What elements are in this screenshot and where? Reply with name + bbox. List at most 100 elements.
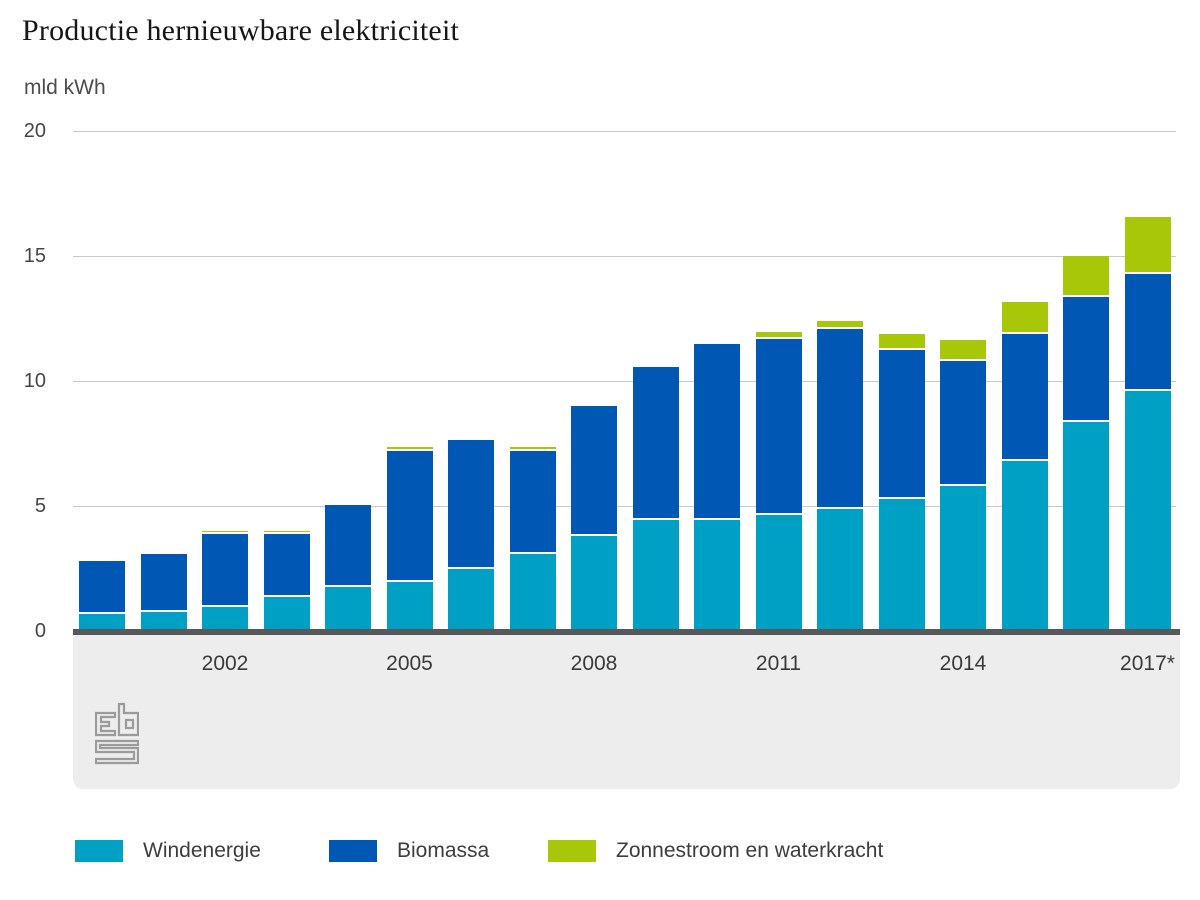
x-axis-footer-band bbox=[73, 633, 1180, 789]
gridline-10 bbox=[73, 381, 1176, 382]
bar-2012 bbox=[817, 321, 863, 631]
x-axis-tick-label-2002: 2002 bbox=[201, 652, 249, 675]
cbs-logo-c bbox=[95, 711, 117, 737]
y-axis-tick-label: 10 bbox=[23, 370, 46, 392]
bar-2017 bbox=[1124, 217, 1171, 632]
bar-segment-zonnestroom-en-waterkracht bbox=[817, 321, 863, 329]
bar-segment-biomassa bbox=[1124, 273, 1171, 392]
y-axis-unit-label: mld kWh bbox=[24, 76, 106, 99]
bar-segment-windenergie bbox=[817, 508, 863, 631]
bar-segment-zonnestroom-en-waterkracht bbox=[571, 403, 617, 406]
bar-2010 bbox=[694, 343, 740, 631]
bar-segment-zonnestroom-en-waterkracht bbox=[878, 333, 925, 350]
bar-segment-windenergie bbox=[878, 498, 925, 631]
bar-segment-windenergie bbox=[940, 486, 986, 632]
bar-segment-windenergie bbox=[509, 553, 556, 632]
bar-segment-biomassa bbox=[386, 451, 433, 583]
bar-segment-biomassa bbox=[632, 367, 679, 520]
bar-2013 bbox=[878, 333, 925, 631]
cbs-logo-b bbox=[117, 702, 139, 737]
y-axis-tick-label: 5 bbox=[34, 495, 46, 517]
bar-2016 bbox=[1063, 256, 1109, 631]
bar-segment-windenergie bbox=[263, 597, 310, 631]
bar-segment-biomassa bbox=[325, 504, 371, 588]
bar-segment-zonnestroom-en-waterkracht bbox=[202, 531, 248, 534]
x-axis-tick-label-2011: 2011 bbox=[755, 652, 802, 675]
bar-segment-windenergie bbox=[448, 568, 494, 632]
legend-item-label: Biomassa bbox=[397, 839, 490, 862]
bar-2006 bbox=[448, 439, 494, 632]
y-axis-tick-label: 15 bbox=[23, 245, 46, 267]
y-axis-tick-label: 20 bbox=[23, 120, 46, 142]
bar-segment-zonnestroom-en-waterkracht bbox=[386, 447, 433, 452]
cbs-logo-b-counter bbox=[124, 718, 135, 730]
bar-segment-biomassa bbox=[140, 553, 187, 613]
legend-item-label: Zonnestroom en waterkracht bbox=[616, 839, 884, 862]
bar-2005 bbox=[386, 447, 433, 632]
bar-segment-zonnestroom-en-waterkracht bbox=[1001, 302, 1048, 334]
bar-2002 bbox=[202, 531, 248, 632]
bar-2008 bbox=[571, 403, 617, 631]
bar-segment-biomassa bbox=[509, 451, 556, 554]
bar-2015 bbox=[1001, 302, 1048, 631]
bar-segment-biomassa bbox=[202, 533, 248, 608]
bar-segment-zonnestroom-en-waterkracht bbox=[509, 447, 556, 452]
bar-2001 bbox=[140, 553, 187, 631]
bar-segment-biomassa bbox=[448, 439, 494, 569]
bar-segment-biomassa bbox=[1063, 297, 1109, 423]
bar-segment-windenergie bbox=[1063, 422, 1109, 631]
legend-item-windenergie: Windenergie bbox=[75, 840, 261, 862]
bar-segment-windenergie bbox=[755, 514, 802, 632]
legend-swatch-biomassa bbox=[329, 840, 377, 862]
legend-item-label: Windenergie bbox=[143, 839, 261, 862]
gridline-5 bbox=[73, 506, 1176, 507]
x-axis-tick-label-2014: 2014 bbox=[939, 652, 987, 675]
bar-segment-zonnestroom-en-waterkracht bbox=[263, 531, 310, 534]
legend-item-biomassa: Biomassa bbox=[329, 840, 489, 862]
y-axis-tick-label: 0 bbox=[34, 620, 46, 642]
bar-segment-windenergie bbox=[79, 613, 125, 631]
bar-2009 bbox=[632, 367, 679, 632]
bar-2007 bbox=[509, 447, 556, 632]
gridline-20 bbox=[73, 131, 1176, 132]
bar-segment-biomassa bbox=[817, 328, 863, 509]
x-axis-line bbox=[73, 629, 1180, 635]
bar-segment-biomassa bbox=[878, 349, 925, 499]
bar-2014 bbox=[940, 339, 986, 632]
bar-segment-biomassa bbox=[79, 561, 125, 614]
bar-segment-biomassa bbox=[263, 533, 310, 598]
bar-segment-windenergie bbox=[571, 536, 617, 631]
legend-swatch-windenergie bbox=[75, 840, 123, 862]
cbs-logo-s bbox=[95, 739, 139, 765]
bar-2011 bbox=[755, 332, 802, 632]
bar-segment-windenergie bbox=[1124, 391, 1171, 632]
bar-2004 bbox=[325, 504, 371, 632]
bar-2000 bbox=[79, 561, 125, 631]
x-axis-tick-label-2005: 2005 bbox=[386, 652, 433, 675]
cbs-logo-icon bbox=[95, 702, 139, 765]
x-axis-tick-label-2017: 2017* bbox=[1120, 652, 1175, 675]
bar-segment-biomassa bbox=[1001, 333, 1048, 462]
bar-segment-biomassa bbox=[694, 343, 740, 520]
bar-segment-biomassa bbox=[755, 338, 802, 515]
legend-swatch-zonnestroom-en-waterkracht bbox=[548, 840, 596, 862]
bar-segment-biomassa bbox=[571, 406, 617, 536]
bar-segment-windenergie bbox=[632, 519, 679, 632]
bar-segment-windenergie bbox=[386, 582, 433, 632]
bar-segment-zonnestroom-en-waterkracht bbox=[940, 339, 986, 362]
legend-item-zonnestroom-en-waterkracht: Zonnestroom en waterkracht bbox=[548, 840, 883, 862]
bar-segment-windenergie bbox=[140, 612, 187, 631]
gridline-15 bbox=[73, 256, 1176, 257]
bar-segment-zonnestroom-en-waterkracht bbox=[1124, 217, 1171, 274]
bar-segment-zonnestroom-en-waterkracht bbox=[1063, 256, 1109, 298]
x-axis-tick-label-2008: 2008 bbox=[570, 652, 618, 675]
bar-2003 bbox=[263, 531, 310, 631]
bar-segment-zonnestroom-en-waterkracht bbox=[755, 332, 802, 339]
bar-segment-windenergie bbox=[694, 519, 740, 631]
chart-title: Productie hernieuwbare elektriciteit bbox=[22, 14, 460, 47]
bar-segment-windenergie bbox=[202, 607, 248, 632]
bar-segment-biomassa bbox=[940, 361, 986, 487]
bar-segment-windenergie bbox=[325, 587, 371, 632]
